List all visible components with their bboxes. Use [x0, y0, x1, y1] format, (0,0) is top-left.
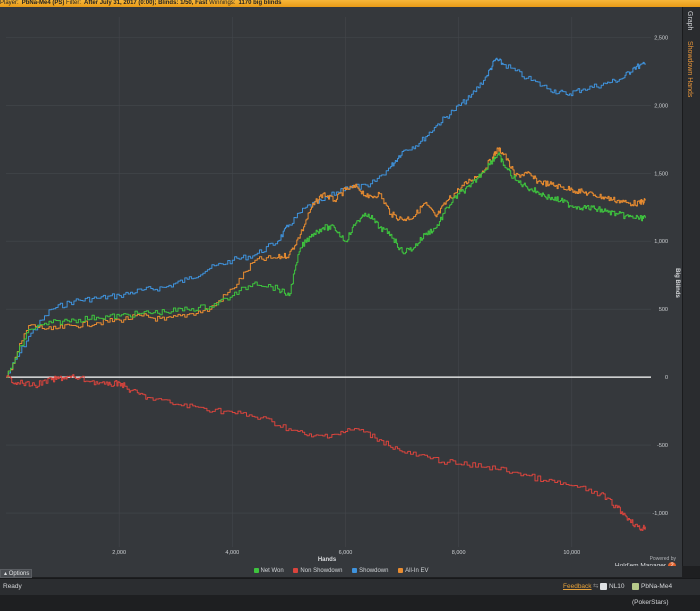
x-tick-label: 6,000 — [339, 550, 353, 556]
stake-label: NL10 — [609, 583, 625, 590]
plot-area: 2,500 2,000 1,500 1,000 500 0 -500 -1,000 2,000… — [0, 7, 682, 566]
status-bar: Ready Feedback ⇆ NL10 PbNa-Me4 (PokerSta… — [0, 578, 700, 606]
y-tick-label: 0 — [665, 375, 668, 381]
x-tick-label: 2,000 — [112, 550, 126, 556]
legend-label: Non Showdown — [300, 568, 343, 574]
winnings-value: 1170 big blinds — [238, 0, 282, 6]
y-tick-labels: 2,500 2,000 1,500 1,000 500 0 -500 -1,000 — [652, 35, 668, 517]
series-line-showdown — [6, 57, 646, 378]
filter-value: After July 31, 2017 (0:00); Blinds: 1/50… — [84, 0, 208, 6]
options-button[interactable]: ▴ Options — [0, 569, 32, 578]
chart-legend: Net Won Non Showdown Showdown All-In EV — [0, 566, 682, 577]
legend-label: All-In EV — [405, 568, 429, 574]
filter-bar: Player: PbNa-Me4 (PS) Filter: After July 3… — [0, 0, 700, 7]
legend-label: Net Won — [260, 568, 284, 574]
winnings-label: Winnings: — [209, 0, 236, 6]
y-tick-label: -500 — [657, 443, 668, 449]
options-label: Options — [8, 571, 30, 577]
x-tick-label: 10,000 — [563, 550, 580, 556]
y-tick-label: -1,000 — [652, 511, 668, 517]
filter-label: Filter: — [66, 0, 82, 6]
y-axis-label: Big Blinds — [674, 268, 680, 298]
y-tick-label: 1,500 — [654, 171, 668, 177]
legend-net-won[interactable]: Net Won — [253, 567, 284, 574]
legend-non-showdown[interactable]: Non Showdown — [293, 567, 343, 574]
series-line-non-showdown — [6, 374, 646, 531]
y-tick-label: 1,000 — [654, 239, 668, 245]
y-tick-label: 2,000 — [654, 103, 668, 109]
status-separator: ⇆ — [593, 583, 599, 590]
series-line-net-won — [6, 152, 646, 378]
grid — [6, 17, 651, 547]
legend-swatch-icon — [352, 567, 358, 573]
powered-by-text: Powered by — [649, 556, 676, 562]
series-lines — [6, 57, 646, 531]
player-value: PbNa-Me4 (PS) — [21, 0, 65, 6]
stake-icon — [600, 582, 607, 590]
legend-showdown[interactable]: Showdown — [352, 567, 389, 574]
stake-indicator[interactable]: NL10 — [600, 579, 625, 595]
legend-all-in-ev[interactable]: All-In EV — [398, 567, 429, 574]
legend-swatch-icon — [398, 567, 404, 573]
winnings-chart: 2,500 2,000 1,500 1,000 500 0 -500 -1,000 2,000… — [6, 17, 680, 563]
legend-swatch-icon — [293, 567, 299, 573]
player-label: Player: — [0, 0, 19, 6]
legend-swatch-icon — [253, 567, 259, 573]
y-tick-label: 500 — [659, 307, 668, 313]
x-tick-label: 8,000 — [452, 550, 466, 556]
x-tick-label: 4,000 — [225, 550, 239, 556]
x-tick-labels: 2,000 4,000 6,000 8,000 10,000 — [112, 550, 580, 556]
x-axis-label: Hands — [318, 557, 337, 563]
status-ready: Ready — [3, 583, 22, 590]
player-icon — [632, 582, 639, 590]
player-indicator[interactable]: PbNa-Me4 (PokerStars) — [632, 579, 700, 611]
tab-graph[interactable]: Graph — [686, 11, 693, 31]
legend-label: Showdown — [359, 568, 389, 574]
series-line-all-in-ev — [6, 147, 646, 378]
tab-showdown-hands[interactable]: Showdown Hands — [686, 41, 693, 98]
feedback-link[interactable]: Feedback — [563, 583, 592, 590]
y-tick-label: 2,500 — [654, 35, 668, 41]
side-tabs: Graph Showdown Hands — [682, 7, 700, 566]
